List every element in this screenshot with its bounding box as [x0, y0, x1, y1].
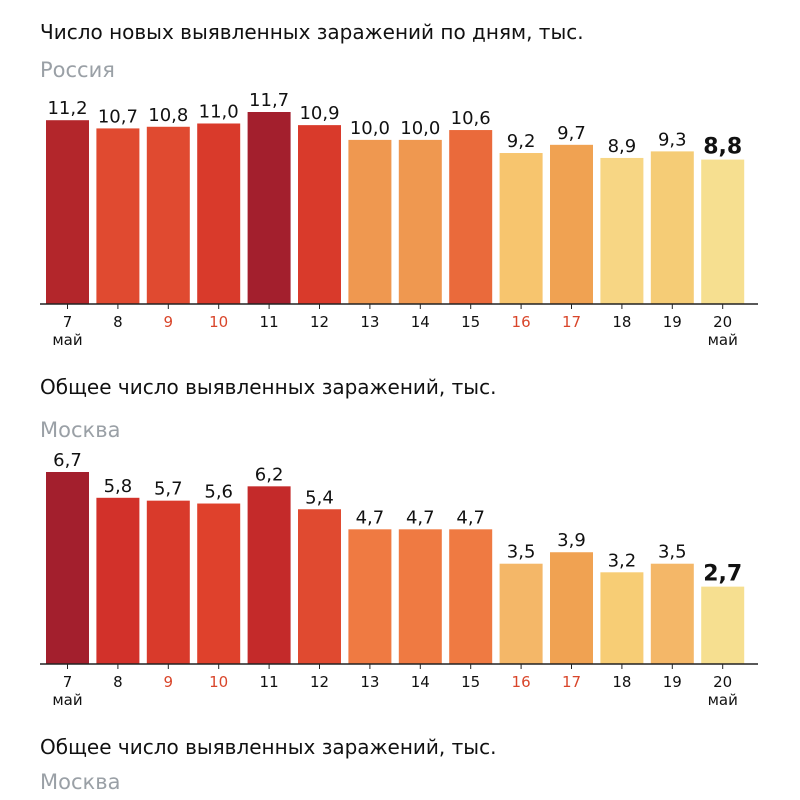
bar-17 [550, 144, 593, 304]
value-label-19: 9,3 [658, 129, 687, 150]
chart1-svg: 11,27май10,7810,8911,01011,71110,91210,0… [40, 90, 758, 349]
bar-17 [550, 552, 593, 664]
x-tick-label-18: 18 [612, 313, 631, 331]
bar-13 [348, 529, 392, 664]
x-tick-label-10: 10 [209, 313, 228, 331]
x-tick-label-11: 11 [260, 313, 279, 331]
x-tick-label-20: 20 [713, 673, 732, 691]
bar-14 [398, 529, 442, 664]
chart2-title: Общее число выявленных заражений, тыс. [40, 375, 497, 399]
value-label-13: 4,7 [356, 507, 385, 528]
x-sublabel-20: май [708, 331, 738, 349]
x-tick-label-8: 8 [113, 673, 123, 691]
value-label-8: 10,7 [98, 106, 138, 127]
value-label-7: 6,7 [53, 450, 82, 471]
bar-16 [499, 153, 543, 304]
bar-9 [146, 126, 190, 304]
value-label-11: 11,7 [249, 90, 289, 111]
chart2-subtitle: Москва [40, 418, 121, 442]
bar-10 [197, 503, 241, 664]
value-label-10: 11,0 [199, 101, 239, 122]
value-label-12: 5,4 [305, 487, 334, 508]
value-label-8: 5,8 [104, 476, 133, 497]
x-tick-label-9: 9 [164, 673, 174, 691]
bar-12 [298, 125, 341, 304]
value-label-14: 10,0 [400, 118, 440, 139]
x-tick-label-7: 7 [63, 313, 73, 331]
bar-8 [96, 497, 140, 664]
value-label-12: 10,9 [299, 103, 339, 124]
x-tick-label-15: 15 [461, 673, 480, 691]
value-label-15: 10,6 [451, 108, 491, 129]
x-tick-label-8: 8 [113, 313, 123, 331]
x-tick-label-20: 20 [713, 313, 732, 331]
bar-13 [348, 139, 392, 304]
value-label-19: 3,5 [658, 542, 687, 563]
value-label-10: 5,6 [204, 482, 233, 503]
x-sublabel-7: май [52, 331, 82, 349]
value-label-9: 10,8 [148, 105, 188, 126]
value-label-15: 4,7 [456, 507, 485, 528]
bar-14 [398, 139, 442, 304]
x-tick-label-12: 12 [310, 673, 329, 691]
value-label-16: 3,5 [507, 542, 536, 563]
value-label-20: 8,8 [703, 135, 742, 160]
x-tick-label-13: 13 [360, 673, 379, 691]
bar-11 [247, 486, 291, 664]
value-label-13: 10,0 [350, 118, 390, 139]
bar-7 [46, 120, 89, 304]
bar-11 [247, 112, 291, 304]
x-tick-label-11: 11 [260, 673, 279, 691]
x-tick-label-19: 19 [663, 673, 682, 691]
chart3-title: Общее число выявленных заражений, тыс. [40, 735, 497, 759]
bar-15 [449, 529, 493, 664]
bar-15 [449, 130, 493, 304]
value-label-17: 3,9 [557, 530, 586, 551]
x-tick-label-17: 17 [562, 673, 581, 691]
x-tick-label-16: 16 [512, 673, 531, 691]
x-tick-label-7: 7 [63, 673, 73, 691]
bar-18 [600, 157, 644, 304]
bar-20 [701, 586, 745, 664]
bar-19 [650, 563, 694, 664]
x-tick-label-14: 14 [411, 313, 430, 331]
bar-7 [46, 472, 89, 664]
value-label-14: 4,7 [406, 507, 435, 528]
bar-10 [197, 123, 241, 304]
value-label-18: 8,9 [608, 136, 637, 157]
bar-16 [499, 563, 543, 664]
x-sublabel-20: май [708, 691, 738, 709]
x-tick-label-17: 17 [562, 313, 581, 331]
x-tick-label-15: 15 [461, 313, 480, 331]
chart3-subtitle: Москва [40, 770, 121, 794]
x-tick-label-10: 10 [209, 673, 228, 691]
bar-18 [600, 572, 644, 664]
value-label-9: 5,7 [154, 479, 183, 500]
x-tick-label-14: 14 [411, 673, 430, 691]
bar-19 [650, 151, 694, 304]
bar-9 [146, 500, 190, 664]
value-label-16: 9,2 [507, 131, 536, 152]
x-tick-label-12: 12 [310, 313, 329, 331]
x-tick-label-13: 13 [360, 313, 379, 331]
x-tick-label-9: 9 [164, 313, 174, 331]
x-tick-label-18: 18 [612, 673, 631, 691]
value-label-11: 6,2 [255, 464, 284, 485]
x-tick-label-16: 16 [512, 313, 531, 331]
bar-12 [298, 509, 341, 664]
value-label-17: 9,7 [557, 123, 586, 144]
x-sublabel-7: май [52, 691, 82, 709]
bar-20 [701, 159, 745, 304]
chart1-subtitle: Россия [40, 58, 115, 82]
value-label-7: 11,2 [47, 98, 87, 119]
value-label-20: 2,7 [703, 562, 742, 587]
value-label-18: 3,2 [608, 550, 637, 571]
bar-8 [96, 128, 140, 304]
x-tick-label-19: 19 [663, 313, 682, 331]
chart1-title: Число новых выявленных заражений по дням… [40, 20, 584, 44]
chart2-svg: 6,77май5,885,795,6106,2115,4124,7134,714… [40, 450, 758, 709]
